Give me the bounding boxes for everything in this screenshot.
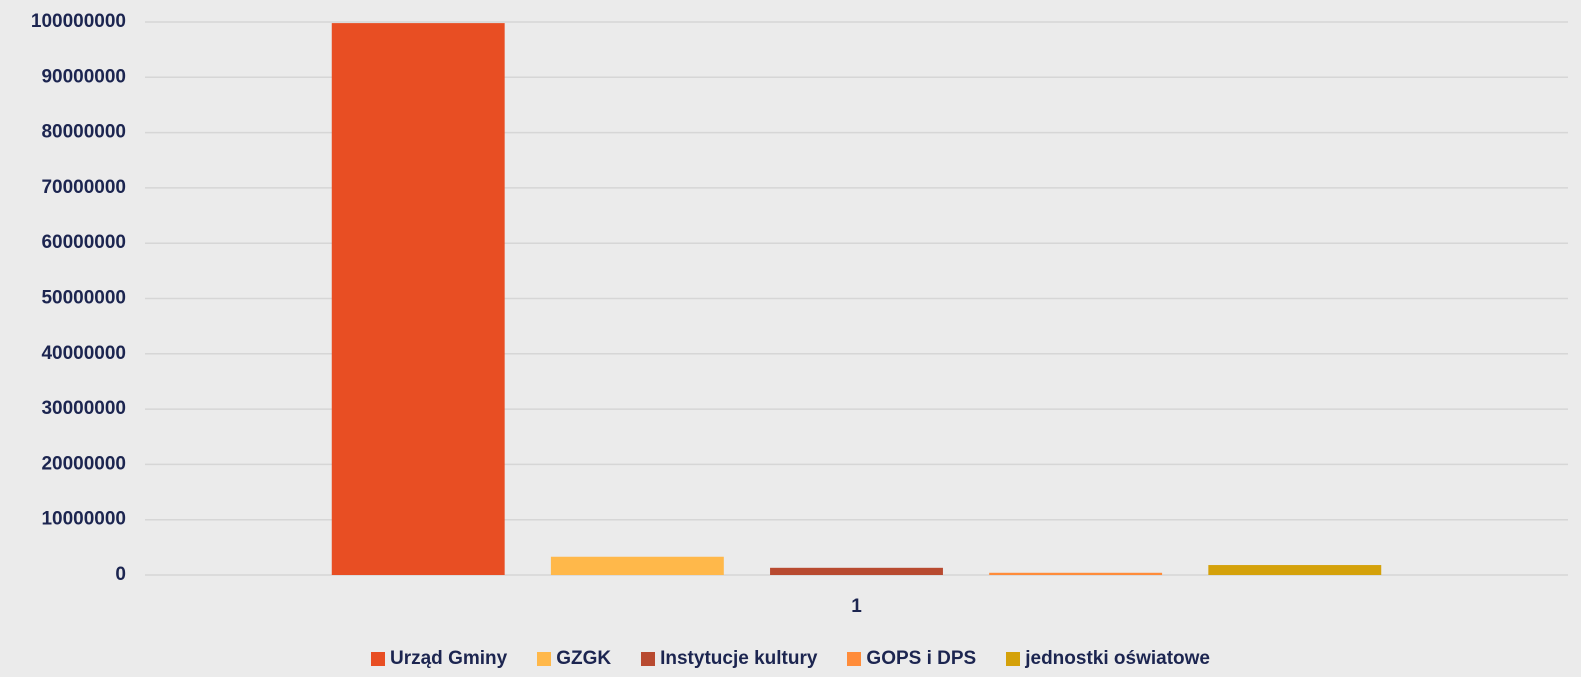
legend-item: Urząd Gminy — [371, 648, 507, 670]
bar — [989, 572, 1163, 575]
y-tick-label: 10000000 — [41, 509, 126, 530]
legend-label: GZGK — [556, 648, 612, 669]
legend-label: GOPS i DPS — [866, 648, 977, 669]
legend-item: GZGK — [537, 648, 611, 670]
bar — [770, 567, 943, 575]
y-tick-label: 100000000 — [31, 11, 126, 32]
legend: Urząd Gminy GZGK Instytucje kultury GOPS i … — [0, 648, 1581, 670]
legend-item: Instytucje kultury — [641, 648, 817, 670]
y-tick-label: 0 — [115, 564, 126, 585]
y-tick-label: 90000000 — [41, 66, 126, 87]
bar — [1208, 565, 1382, 575]
legend-swatch — [641, 652, 656, 666]
bar — [550, 556, 724, 575]
legend-swatch — [371, 652, 385, 666]
chart: 0 10000000 20000000 30000000 40000000 5000000… — [31, 11, 1568, 617]
y-tick-label: 80000000 — [41, 122, 126, 143]
y-tick-label: 40000000 — [41, 343, 126, 364]
legend-item: jednostki oświatowe — [1006, 648, 1210, 670]
legend-swatch — [537, 652, 552, 666]
bar — [331, 23, 505, 575]
legend-item: GOPS i DPS — [847, 648, 976, 670]
legend-label: Urząd Gminy — [390, 648, 508, 669]
legend-swatch — [1006, 652, 1021, 666]
legend-label: Instytucje kultury — [660, 648, 818, 669]
y-tick-label: 20000000 — [41, 453, 126, 474]
legend-swatch — [847, 652, 862, 666]
y-tick-label: 30000000 — [41, 398, 126, 419]
y-tick-label: 60000000 — [41, 232, 126, 253]
y-tick-label: 70000000 — [41, 177, 126, 198]
legend-label: jednostki oświatowe — [1025, 648, 1210, 669]
x-tick-label: 1 — [851, 596, 862, 617]
y-tick-label: 50000000 — [41, 288, 126, 309]
